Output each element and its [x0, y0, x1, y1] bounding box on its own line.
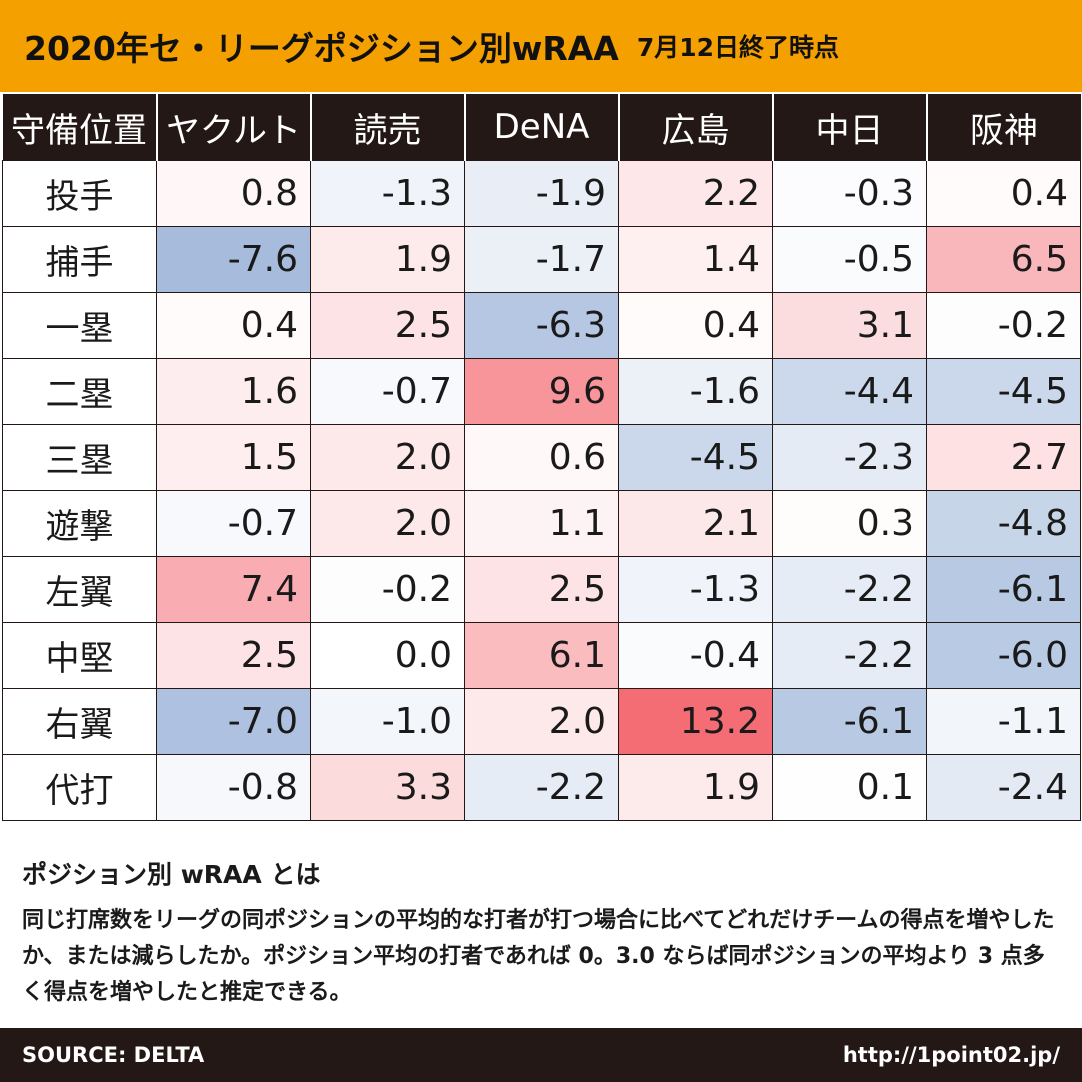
team-header: 阪神	[925, 94, 1081, 161]
heatmap-cell: -4.5	[618, 424, 773, 491]
heatmap-cell: -0.4	[618, 622, 773, 689]
position-label: 捕手	[2, 226, 157, 293]
heatmap-cell: 6.1	[464, 622, 619, 689]
table-row: 二塁 1.6 -0.7 9.6 -1.6 -4.4 -4.5	[2, 358, 1081, 425]
table-row: 三塁 1.5 2.0 0.6 -4.5 -2.3 2.7	[2, 424, 1081, 491]
heatmap-cell: 2.0	[310, 490, 465, 557]
position-label: 左翼	[2, 556, 157, 623]
heatmap-cell: 0.0	[310, 622, 465, 689]
chart-subtitle: 7月12日終了時点	[636, 33, 840, 62]
table-row: 右翼 -7.0 -1.0 2.0 13.2 -6.1 -1.1	[2, 688, 1081, 755]
heatmap-cell: -0.7	[310, 358, 465, 425]
heatmap-cell: 3.3	[310, 754, 465, 821]
heatmap-cell: -0.3	[772, 160, 927, 227]
table-row: 一塁 0.4 2.5 -6.3 0.4 3.1 -0.2	[2, 292, 1081, 359]
heatmap-cell: 2.2	[618, 160, 773, 227]
header-row: 守備位置 ヤクルト 読売 DeNA 広島 中日 阪神	[2, 94, 1081, 161]
heatmap-cell: 1.9	[310, 226, 465, 293]
team-header: 広島	[617, 94, 773, 161]
heatmap-cell: -0.8	[156, 754, 311, 821]
heatmap-cell: 2.5	[464, 556, 619, 623]
table-row: 左翼 7.4 -0.2 2.5 -1.3 -2.2 -6.1	[2, 556, 1081, 623]
heatmap-cell: -1.7	[464, 226, 619, 293]
note-title: ポジション別 wRAA とは	[22, 860, 321, 889]
heatmap-cell: 1.4	[618, 226, 773, 293]
heatmap-cell: -1.9	[464, 160, 619, 227]
heatmap-cell: 1.5	[156, 424, 311, 491]
table-row: 遊撃 -0.7 2.0 1.1 2.1 0.3 -4.8	[2, 490, 1081, 557]
heatmap-cell: -1.0	[310, 688, 465, 755]
heatmap-cell: 2.5	[310, 292, 465, 359]
heatmap-cell: -6.3	[464, 292, 619, 359]
source-url: http://1point02.jp/	[842, 1043, 1060, 1067]
heatmap-cell: -1.1	[926, 688, 1081, 755]
corner-label: 守備位置	[2, 94, 157, 161]
heatmap-cell: -0.2	[926, 292, 1081, 359]
source-label: SOURCE: DELTA	[22, 1043, 205, 1067]
wraa-heatmap-table: 守備位置 ヤクルト 読売 DeNA 広島 中日 阪神 投手 0.8 -1.3 -1.9…	[2, 94, 1081, 821]
heatmap-cell: 1.6	[156, 358, 311, 425]
heatmap-cell: 0.4	[618, 292, 773, 359]
heatmap-cell: -2.4	[926, 754, 1081, 821]
heatmap-cell: -2.3	[772, 424, 927, 491]
heatmap-cell: -6.0	[926, 622, 1081, 689]
position-label: 代打	[2, 754, 157, 821]
heatmap-cell: 0.4	[926, 160, 1081, 227]
heatmap-cell: -1.3	[618, 556, 773, 623]
heatmap-cell: -1.6	[618, 358, 773, 425]
heatmap-cell: 0.3	[772, 490, 927, 557]
heatmap-cell: 0.6	[464, 424, 619, 491]
heatmap-cell: 2.7	[926, 424, 1081, 491]
heatmap-cell: 2.0	[310, 424, 465, 491]
heatmap-cell: 0.1	[772, 754, 927, 821]
heatmap-cell: 2.1	[618, 490, 773, 557]
heatmap-body: 投手 0.8 -1.3 -1.9 2.2 -0.3 0.4 捕手 -7.6 1.9 -1.7 1.4-…	[2, 160, 1081, 821]
heatmap-cell: 6.5	[926, 226, 1081, 293]
heatmap-cell: 0.4	[156, 292, 311, 359]
heatmap-cell: 13.2	[618, 688, 773, 755]
chart-title: 2020年セ・リーグポジション別wRAA	[24, 29, 619, 68]
heatmap-cell: 9.6	[464, 358, 619, 425]
team-header: 中日	[771, 94, 927, 161]
position-label: 中堅	[2, 622, 157, 689]
heatmap-cell: -6.1	[926, 556, 1081, 623]
heatmap-cell: -0.2	[310, 556, 465, 623]
heatmap-cell: 7.4	[156, 556, 311, 623]
heatmap-cell: 1.9	[618, 754, 773, 821]
team-header: DeNA	[463, 94, 619, 161]
footer-bar: SOURCE: DELTA http://1point02.jp/	[0, 1028, 1082, 1082]
heatmap-cell: 3.1	[772, 292, 927, 359]
heatmap-cell: 2.0	[464, 688, 619, 755]
position-label: 投手	[2, 160, 157, 227]
heatmap-cell: -0.5	[772, 226, 927, 293]
heatmap-cell: -2.2	[772, 622, 927, 689]
team-header: 読売	[309, 94, 465, 161]
heatmap-cell: -2.2	[772, 556, 927, 623]
note-body: 同じ打席数をリーグの同ポジションの平均的な打者が打つ場合に比べてどれだけチームの…	[22, 908, 1055, 1005]
heatmap-cell: -4.4	[772, 358, 927, 425]
title-bar: 2020年セ・リーグポジション別wRAA 7月12日終了時点	[0, 0, 1082, 92]
position-label: 二塁	[2, 358, 157, 425]
heatmap-cell: 0.8	[156, 160, 311, 227]
heatmap-cell: -4.8	[926, 490, 1081, 557]
heatmap-cell: -0.7	[156, 490, 311, 557]
team-header: ヤクルト	[155, 94, 311, 161]
position-label: 一塁	[2, 292, 157, 359]
table-row: 捕手 -7.6 1.9 -1.7 1.4 -0.5 6.5	[2, 226, 1081, 293]
table-row: 代打 -0.8 3.3 -2.2 1.9 0.1 -2.4	[2, 754, 1081, 821]
table-row: 中堅 2.5 0.0 6.1 -0.4 -2.2 -6.0	[2, 622, 1081, 689]
heatmap-cell: 1.1	[464, 490, 619, 557]
heatmap-cell: -7.6	[156, 226, 311, 293]
heatmap-cell: -6.1	[772, 688, 927, 755]
heatmap-cell: -7.0	[156, 688, 311, 755]
heatmap-cell: -2.2	[464, 754, 619, 821]
heatmap-cell: -1.3	[310, 160, 465, 227]
position-label: 遊撃	[2, 490, 157, 557]
table-row: 投手 0.8 -1.3 -1.9 2.2 -0.3 0.4	[2, 160, 1081, 227]
heatmap-cell: 2.5	[156, 622, 311, 689]
heatmap-cell: -4.5	[926, 358, 1081, 425]
position-label: 右翼	[2, 688, 157, 755]
position-label: 三塁	[2, 424, 157, 491]
